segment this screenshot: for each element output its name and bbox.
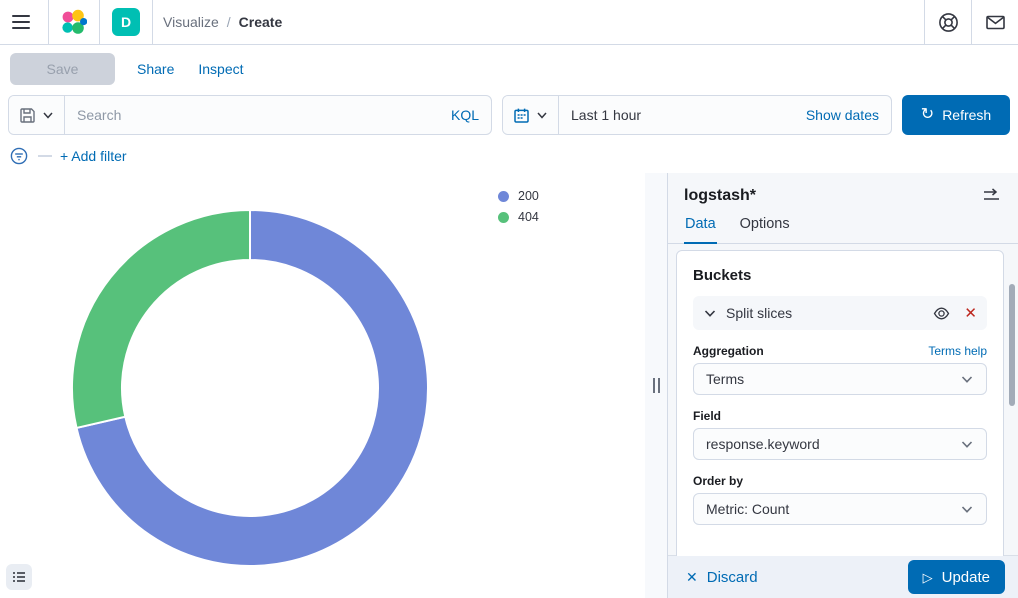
help-button[interactable] xyxy=(925,0,971,44)
menu-icon[interactable] xyxy=(12,10,36,34)
toggle-visibility-button[interactable] xyxy=(933,305,950,322)
remove-bucket-button[interactable]: ✕ xyxy=(964,306,977,321)
chevron-down-icon xyxy=(536,109,548,121)
breadcrumb-create: Create xyxy=(238,14,283,30)
chevron-down-icon xyxy=(960,372,974,386)
panel-footer: ✕ Discard ▷ Update xyxy=(668,556,1018,598)
chart-legend: 200 404 xyxy=(498,189,539,224)
divider xyxy=(924,0,925,44)
aggregation-select[interactable]: Terms xyxy=(693,363,987,395)
collapse-panel-button[interactable] xyxy=(981,186,1002,205)
panel-body: Buckets Split slices xyxy=(668,244,1018,556)
terms-help-link[interactable]: Terms help xyxy=(928,344,987,358)
list-icon xyxy=(11,569,27,585)
legend-dot-icon xyxy=(498,190,509,202)
divider xyxy=(99,0,100,44)
action-bar: Save Share Inspect xyxy=(0,45,1018,92)
share-button[interactable]: Share xyxy=(137,60,175,77)
tab-data[interactable]: Data xyxy=(684,214,717,244)
calendar-icon xyxy=(513,107,530,124)
newsfeed-button[interactable] xyxy=(972,0,1018,44)
legend-dot-icon xyxy=(498,211,509,223)
pie-slice-404[interactable] xyxy=(71,208,251,430)
chevron-down-icon xyxy=(703,306,717,320)
saved-query-menu-button[interactable] xyxy=(9,96,65,134)
refresh-icon: ↻ xyxy=(920,106,935,123)
split-slices-row[interactable]: Split slices ✕ xyxy=(693,296,987,330)
search-input[interactable] xyxy=(65,96,451,134)
date-quick-menu-button[interactable] xyxy=(503,96,559,134)
legend-label: 200 xyxy=(518,189,539,203)
inspect-button[interactable]: Inspect xyxy=(198,60,244,77)
divider xyxy=(48,0,49,44)
main-content: 200 404 logstash* xyxy=(0,173,1018,598)
field-group: Field response.keyword xyxy=(693,409,987,460)
order-by-group: Order by Metric: Count xyxy=(693,474,987,525)
order-by-label: Order by xyxy=(693,474,744,488)
chevron-down-icon xyxy=(960,502,974,516)
breadcrumb-separator: / xyxy=(226,14,231,30)
mail-icon xyxy=(984,11,1007,34)
lifebuoy-icon xyxy=(937,11,960,34)
save-query-icon xyxy=(19,107,36,124)
menu-right-icon xyxy=(983,188,1000,203)
panel-scrollbar[interactable] xyxy=(1009,284,1015,406)
legend-toggle-button[interactable] xyxy=(6,564,32,590)
filter-icon[interactable] xyxy=(10,147,28,165)
query-bar: KQL Last 1 hour Show dates ↻ Refresh xyxy=(0,92,1018,138)
field-select[interactable]: response.keyword xyxy=(693,428,987,460)
time-picker: Last 1 hour Show dates xyxy=(502,95,892,135)
search-bar: KQL xyxy=(8,95,492,135)
discard-button[interactable]: ✕ Discard xyxy=(686,568,758,586)
buckets-card: Buckets Split slices xyxy=(676,250,1004,556)
show-dates-button[interactable]: Show dates xyxy=(805,107,879,123)
eye-icon xyxy=(933,305,950,322)
time-range-value[interactable]: Last 1 hour xyxy=(571,107,642,123)
divider xyxy=(971,0,972,44)
chevron-down-icon xyxy=(42,109,54,121)
add-filter-button[interactable]: + Add filter xyxy=(60,147,127,164)
grip-icon xyxy=(652,378,660,393)
index-pattern-title: logstash* xyxy=(684,186,757,204)
panel-resize-handle[interactable] xyxy=(645,173,667,598)
kql-selector[interactable]: KQL xyxy=(450,107,479,123)
legend-label: 404 xyxy=(518,210,539,224)
pie-slice-200[interactable] xyxy=(75,208,429,567)
play-icon: ▷ xyxy=(922,569,933,585)
top-nav: D Visualize / Create xyxy=(0,0,1018,45)
chart-area: 200 404 xyxy=(0,173,645,598)
save-button[interactable]: Save xyxy=(10,52,115,85)
refresh-button[interactable]: ↻ Refresh xyxy=(902,95,1010,135)
order-by-select[interactable]: Metric: Count xyxy=(693,493,987,525)
close-icon: ✕ xyxy=(686,569,698,585)
panel-tabs: Data Options xyxy=(668,214,1018,244)
field-label: Field xyxy=(693,409,722,423)
legend-item-404[interactable]: 404 xyxy=(498,210,539,224)
data-config-panel: logstash* Data Options Buckets xyxy=(667,173,1018,598)
split-slices-label: Split slices xyxy=(726,305,793,321)
buckets-title: Buckets xyxy=(693,267,752,284)
elastic-logo[interactable] xyxy=(61,9,87,35)
space-badge[interactable]: D xyxy=(112,8,140,36)
breadcrumb: Visualize / Create xyxy=(153,0,282,44)
aggregation-group: Aggregation Terms help Terms xyxy=(693,344,987,395)
divider xyxy=(152,0,153,44)
aggregation-label: Aggregation xyxy=(693,344,764,358)
update-button[interactable]: ▷ Update xyxy=(907,560,1005,594)
filter-dash xyxy=(38,154,52,157)
tab-options[interactable]: Options xyxy=(739,214,791,244)
donut-chart xyxy=(71,208,429,567)
breadcrumb-visualize[interactable]: Visualize xyxy=(163,14,219,30)
legend-item-200[interactable]: 200 xyxy=(498,189,539,203)
chevron-down-icon xyxy=(960,437,974,451)
filter-bar: + Add filter xyxy=(0,138,1018,173)
close-icon: ✕ xyxy=(964,304,977,322)
